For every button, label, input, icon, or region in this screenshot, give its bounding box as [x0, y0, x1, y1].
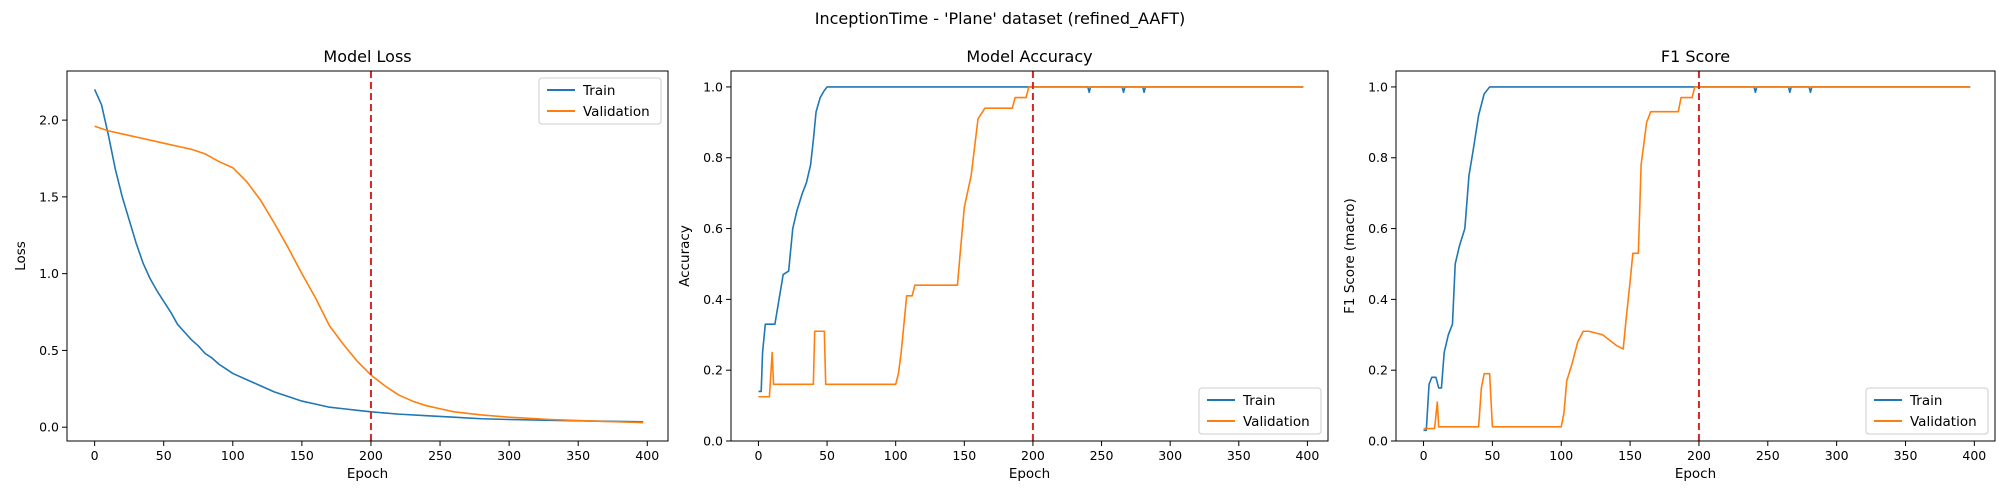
- y-tick-label: 0.0: [39, 420, 59, 435]
- y-tick-label: 0.6: [703, 221, 723, 236]
- x-axis-label: Epoch: [347, 466, 388, 482]
- x-tick-label: 0: [754, 448, 762, 463]
- y-tick-label: 0.0: [703, 434, 723, 449]
- legend: Train Validation: [1865, 387, 1989, 435]
- x-tick-label: 300: [1158, 448, 1182, 463]
- x-tick-label: 150: [952, 448, 976, 463]
- chart-panel-2: Model Accuracy 0 50 100 150 200 250 300 350 400 0.…: [677, 47, 1329, 482]
- x-tick-label: 150: [1618, 448, 1642, 463]
- axes-frame: [1395, 70, 1996, 442]
- x-tick-label: 250: [1090, 448, 1114, 463]
- x-axis-label: Epoch: [1675, 466, 1716, 482]
- x-axis-label: Epoch: [1009, 466, 1050, 482]
- y-tick-label: 0.2: [1368, 363, 1388, 378]
- x-tick-label: 50: [819, 448, 835, 463]
- axes-frame: [66, 70, 669, 442]
- y-tick-label: 0.8: [703, 150, 723, 165]
- axes-frame: [730, 70, 1329, 442]
- chart-title: F1 Score: [1661, 47, 1730, 66]
- y-axis-label: Loss: [13, 241, 29, 271]
- legend-label-validation: Validation: [583, 104, 650, 120]
- legend-label-validation: Validation: [1910, 414, 1977, 430]
- legend: Train Validation: [1198, 387, 1322, 435]
- y-tick-label: 0.4: [703, 292, 723, 307]
- x-tick-label: 350: [1894, 448, 1918, 463]
- y-tick-label: 0.2: [703, 363, 723, 378]
- series-line-validation: [94, 125, 644, 424]
- plot-area: [1423, 86, 1971, 432]
- x-tick-label: 200: [1021, 448, 1045, 463]
- series-line-train: [758, 86, 1304, 393]
- x-tick-label: 350: [1227, 448, 1251, 463]
- y-tick-label: 1.0: [1368, 79, 1388, 94]
- legend-label-train: Train: [1242, 393, 1275, 409]
- y-tick-label: 0.6: [1368, 221, 1388, 236]
- legend: Train Validation: [538, 77, 662, 125]
- x-tick-label: 250: [1756, 448, 1780, 463]
- series-line-train: [93, 89, 644, 423]
- y-tick-label: 0.8: [1368, 150, 1388, 165]
- chart-panel-1: Model Loss 0 50 100 150 200 250 300 350 400 0.0 0.5…: [13, 47, 669, 482]
- plot-area: [758, 86, 1304, 398]
- y-axis-label: F1 Score (macro): [1342, 198, 1358, 314]
- figure-suptitle: InceptionTime - 'Plane' dataset (refined…: [815, 9, 1186, 29]
- x-tick-label: 0: [91, 448, 99, 463]
- x-tick-label: 250: [428, 448, 452, 463]
- x-tick-label: 400: [635, 448, 659, 463]
- y-tick-label: 0.5: [39, 343, 59, 358]
- chart-title: Model Accuracy: [966, 47, 1092, 66]
- x-tick-label: 200: [359, 448, 383, 463]
- x-tick-label: 350: [566, 448, 590, 463]
- x-tick-label: 100: [1549, 448, 1573, 463]
- x-tick-label: 100: [221, 448, 245, 463]
- series-line-validation: [1423, 86, 1971, 430]
- x-tick-label: 300: [1825, 448, 1849, 463]
- x-tick-label: 400: [1962, 448, 1986, 463]
- plot-area: [93, 89, 644, 424]
- series-line-train: [1423, 86, 1971, 432]
- y-tick-label: 0.4: [1368, 292, 1388, 307]
- y-tick-label: 2.0: [39, 113, 59, 128]
- chart-panel-3: F1 Score 0 50 100 150 200 250 300 350 400 0.0 0.2 0.…: [1342, 47, 1996, 482]
- chart-title: Model Loss: [323, 47, 411, 66]
- x-tick-label: 400: [1295, 448, 1319, 463]
- x-tick-label: 50: [156, 448, 172, 463]
- x-tick-label: 100: [884, 448, 908, 463]
- y-axis-label: Accuracy: [677, 225, 693, 287]
- y-tick-label: 1.0: [703, 79, 723, 94]
- series-line-validation: [758, 86, 1304, 398]
- x-tick-label: 50: [1484, 448, 1500, 463]
- legend-label-train: Train: [582, 83, 615, 99]
- legend-label-validation: Validation: [1243, 414, 1310, 430]
- x-tick-label: 300: [497, 448, 521, 463]
- y-tick-label: 0.0: [1368, 434, 1388, 449]
- x-tick-label: 0: [1420, 448, 1428, 463]
- x-tick-label: 200: [1687, 448, 1711, 463]
- legend-label-train: Train: [1909, 393, 1942, 409]
- chart-panels: Model Loss 0 50 100 150 200 250 300 350 400 0.0 0.5…: [13, 47, 1996, 482]
- y-tick-label: 1.0: [39, 266, 59, 281]
- y-tick-label: 1.5: [39, 189, 59, 204]
- x-tick-label: 150: [290, 448, 314, 463]
